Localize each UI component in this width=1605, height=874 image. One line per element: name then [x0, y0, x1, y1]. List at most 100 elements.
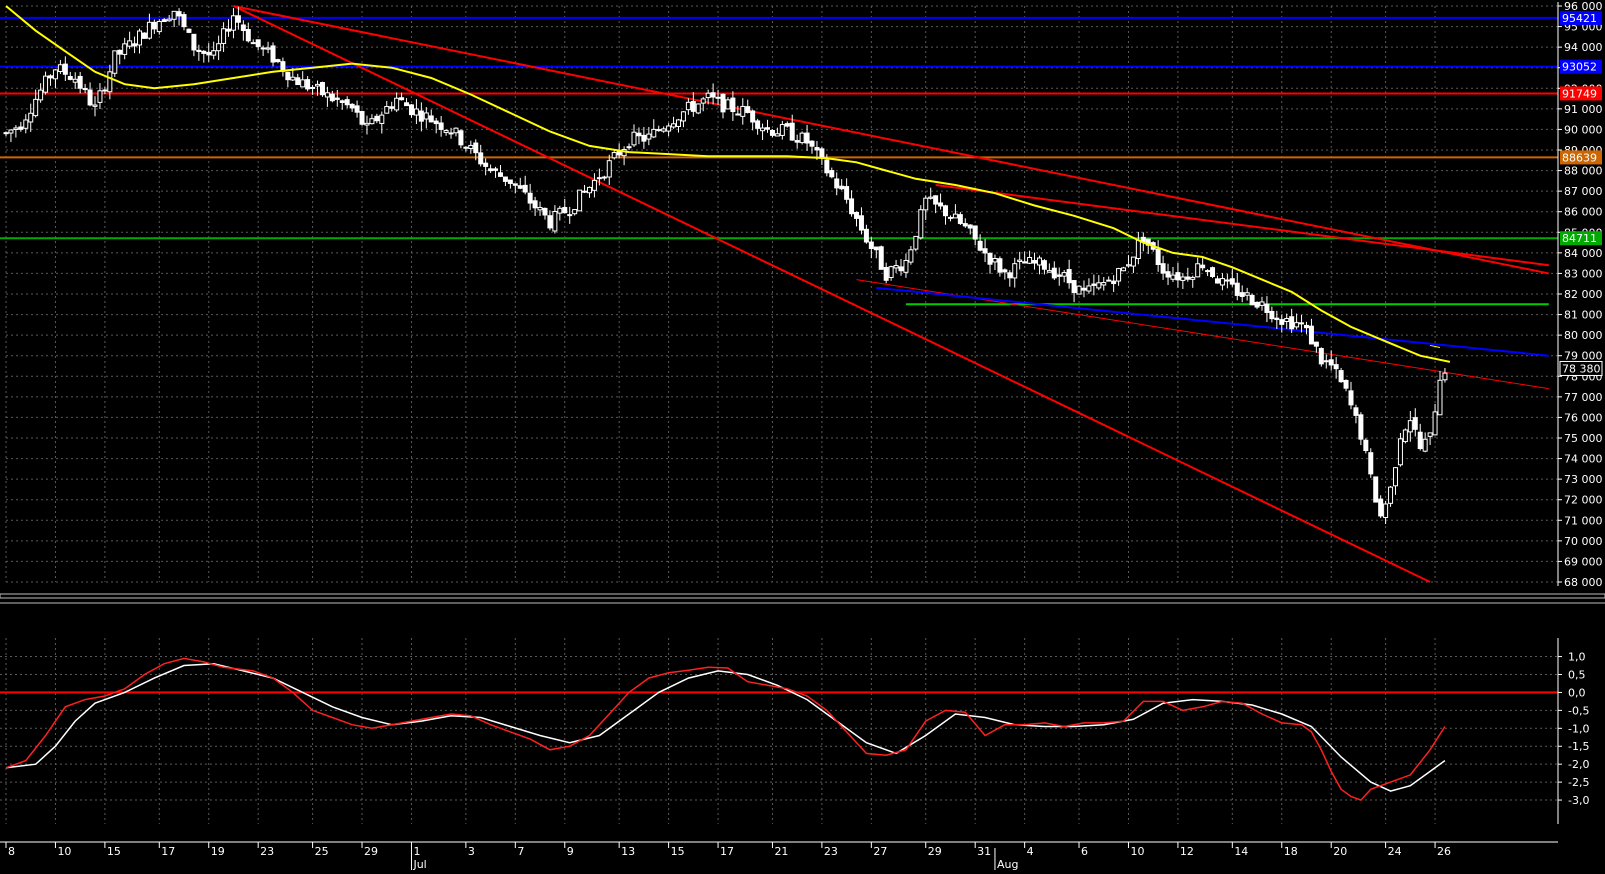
- time-tick-label: 18: [1284, 845, 1298, 858]
- candle-up: [1284, 318, 1290, 322]
- candle-down: [1234, 282, 1240, 296]
- price-level-label: 93052: [1562, 61, 1597, 74]
- candle-up: [1170, 274, 1176, 280]
- time-tick-label: 21: [774, 845, 788, 858]
- candle-up: [453, 127, 459, 134]
- candle-down: [240, 24, 246, 32]
- candle-down: [789, 122, 795, 141]
- candle-down: [765, 127, 771, 130]
- time-tick-label: 12: [1180, 845, 1194, 858]
- panel-separator[interactable]: [0, 593, 1605, 599]
- candle-down: [374, 115, 380, 122]
- candle-down: [1348, 390, 1354, 406]
- time-tick-label: 23: [260, 845, 274, 858]
- candle-down: [720, 93, 726, 113]
- candle-down: [962, 223, 968, 227]
- candle-down: [478, 152, 484, 165]
- candle-down: [804, 132, 810, 144]
- candle-up: [779, 124, 785, 136]
- candle-up: [448, 132, 454, 135]
- candle-up: [33, 98, 39, 117]
- price-tick-label: 84 000: [1564, 247, 1603, 260]
- candle-down: [1303, 324, 1309, 329]
- oscillator-axis[interactable]: 1,0 0,5 0,0 -0,5 -1,0 -1,5 -2,0 -2,5 -3,0: [1557, 638, 1589, 824]
- candle-down: [1254, 301, 1260, 308]
- candle-up: [250, 42, 256, 45]
- candle-down: [483, 162, 489, 167]
- candle-down: [438, 122, 444, 130]
- candle-up: [661, 128, 667, 132]
- candle-down: [18, 126, 24, 130]
- time-tick-label: 31: [977, 845, 991, 858]
- price-tick-label: 83 000: [1564, 267, 1603, 280]
- trendline: [233, 5, 1431, 583]
- price-tick-label: 79 000: [1564, 350, 1603, 363]
- candle-down: [854, 211, 860, 219]
- candle-up: [1299, 322, 1305, 325]
- candle-up: [1219, 278, 1225, 286]
- price-tick-label: 73 000: [1564, 473, 1603, 486]
- price-tick-label: 72 000: [1564, 494, 1603, 507]
- candle-up: [1427, 432, 1433, 437]
- candle-down: [1032, 260, 1038, 264]
- candle-up: [928, 196, 934, 199]
- candle-down: [1338, 370, 1344, 383]
- oscillator-tick-label: -1,5: [1568, 740, 1589, 753]
- candle-down: [285, 71, 291, 81]
- candle-down: [532, 200, 538, 209]
- candle-up: [92, 104, 98, 107]
- oscillator-tick-label: -1,0: [1568, 722, 1589, 735]
- time-tick-label: 25: [315, 845, 329, 858]
- candle-down: [596, 177, 602, 180]
- candle-down: [769, 129, 775, 136]
- candle-up: [8, 129, 14, 134]
- candle-up: [582, 190, 588, 193]
- candle-up: [443, 130, 449, 133]
- candle-up: [394, 97, 400, 111]
- candle-down: [87, 89, 93, 106]
- candle-up: [1125, 264, 1131, 267]
- oscillator-tick-label: 0,5: [1568, 668, 1586, 681]
- candle-down: [839, 185, 845, 190]
- candle-down: [399, 97, 405, 101]
- price-tick-label: 90 000: [1564, 123, 1603, 136]
- candle-down: [1007, 272, 1013, 279]
- candle-down: [1056, 274, 1062, 277]
- candle-down: [48, 75, 54, 79]
- candle-down: [1091, 283, 1097, 286]
- candle-down: [1200, 264, 1206, 269]
- candle-up: [908, 249, 914, 263]
- candle-up: [1086, 285, 1092, 292]
- candle-down: [616, 150, 622, 156]
- candle-up: [1442, 372, 1448, 381]
- candle-up: [122, 43, 128, 55]
- price-tick-label: 82 000: [1564, 288, 1603, 301]
- price-level-tag: [1560, 86, 1602, 101]
- candle-down: [77, 75, 83, 89]
- candle-down: [201, 50, 207, 54]
- time-tick-label: 8: [8, 845, 15, 858]
- candle-down: [641, 134, 647, 142]
- candle-down: [1071, 280, 1077, 294]
- candle-up: [537, 206, 543, 211]
- candle-up: [577, 189, 583, 212]
- candle-up: [1076, 285, 1082, 295]
- candle-down: [428, 115, 434, 123]
- time-axis[interactable]: 8 10 15 17 19 23 25 29 1 3 7 9 13 15 17 21 23 27 29 31 4 6 10 1…: [0, 841, 1558, 871]
- oscillator-tick-label: 1,0: [1568, 651, 1586, 664]
- candle-up: [715, 96, 721, 99]
- candle-down: [497, 172, 503, 177]
- candle-up: [1036, 257, 1042, 266]
- candle-up: [725, 99, 731, 110]
- price-tick-label: 75 000: [1564, 432, 1603, 445]
- candle-up: [216, 43, 222, 52]
- time-tick-label: 15: [671, 845, 685, 858]
- candle-up: [112, 50, 118, 74]
- candle-up: [468, 144, 474, 149]
- candle-down: [522, 184, 528, 193]
- candle-down: [151, 21, 157, 30]
- candle-up: [1121, 267, 1127, 272]
- candle-up: [695, 103, 701, 114]
- candle-down: [849, 198, 855, 215]
